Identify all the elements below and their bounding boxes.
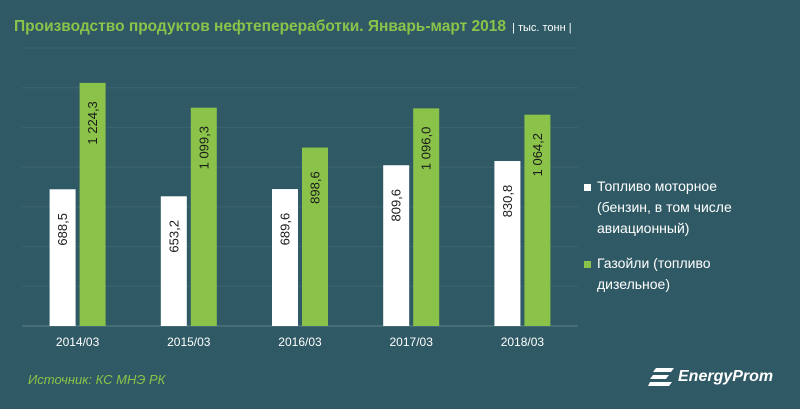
- legend-label-line: дизельное): [597, 276, 671, 292]
- x-tick-label: 2017/03: [390, 335, 434, 349]
- legend-swatch-gasoil: [584, 261, 591, 268]
- legend-label-line: (бензин, в том числе: [597, 199, 732, 215]
- bars: 688,5 1 224,3 653,2 1 099,3 689,6 898,6 809,6 1…: [49, 82, 551, 327]
- data-label: 1 096,0: [419, 127, 434, 170]
- logo-text: EnergyProm: [678, 368, 774, 385]
- energyprom-logo-icon: [648, 368, 674, 386]
- bar-motor-fuel: [494, 161, 521, 326]
- x-tick-label: 2014/03: [56, 335, 100, 349]
- source-note: Источник: КС МНЭ РК: [28, 372, 166, 387]
- unit-label: | тыс. тонн |: [512, 22, 572, 34]
- bar-motor-fuel: [49, 189, 76, 326]
- x-tick-label: 2018/03: [501, 335, 545, 349]
- legend: Топливо моторное (бензин, в том числе ав…: [584, 176, 794, 309]
- legend-label-line: Топливо моторное: [597, 178, 718, 194]
- gridlines: [22, 47, 578, 327]
- data-label: 653,2: [166, 220, 181, 253]
- legend-swatch-motor-fuel: [584, 184, 591, 191]
- data-label: 830,8: [500, 185, 515, 218]
- bar-gasoil: [524, 114, 551, 326]
- x-tick-label: 2016/03: [278, 335, 322, 349]
- bar-motor-fuel: [160, 196, 187, 326]
- legend-item-gasoil: Газойли (топливо дизельное): [584, 253, 794, 295]
- x-tick-label: 2015/03: [167, 335, 211, 349]
- chart-title: Производство продуктов нефтепереработки.…: [14, 18, 572, 36]
- data-label: 689,6: [278, 213, 293, 246]
- data-label: 1 099,3: [196, 126, 211, 169]
- data-label: 898,6: [308, 171, 323, 204]
- brand-logo: EnergyProm: [648, 368, 773, 386]
- bar-motor-fuel: [272, 189, 298, 326]
- bar-gasoil: [79, 82, 106, 326]
- bar-gasoil: [302, 147, 328, 326]
- legend-item-motor-fuel: Топливо моторное (бензин, в том числе ав…: [584, 176, 794, 239]
- data-label: 688,5: [55, 213, 70, 246]
- x-axis-ticks: 2014/03 2015/03 2016/03 2017/03 2018/03: [56, 335, 545, 349]
- bar-gasoil: [190, 107, 217, 327]
- legend-label-line: авиационный): [597, 220, 690, 236]
- legend-label-line: Газойли (топливо: [597, 255, 711, 271]
- bar-motor-fuel: [383, 165, 410, 326]
- data-label: 1 224,3: [85, 101, 100, 144]
- title-text: Производство продуктов нефтепереработки.…: [14, 18, 507, 35]
- bar-gasoil: [413, 108, 440, 326]
- data-label: 1 064,2: [530, 133, 545, 176]
- data-label: 809,6: [389, 189, 404, 222]
